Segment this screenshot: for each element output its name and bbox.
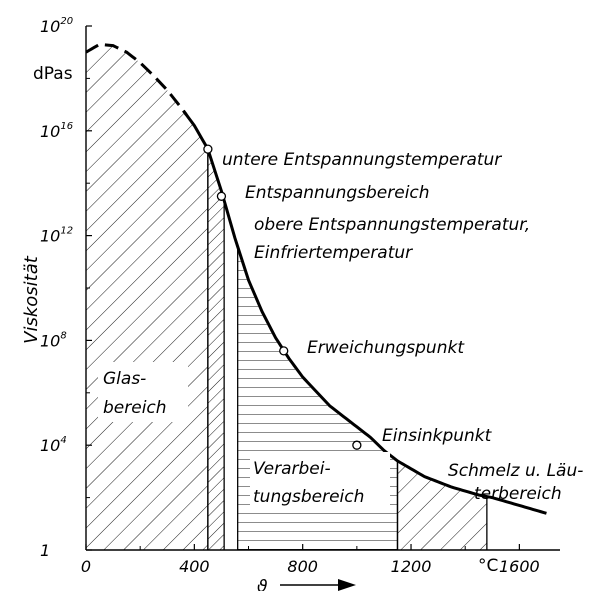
point-marker-2 — [279, 346, 289, 356]
verarbeitung-line1: Verarbei- — [253, 459, 331, 479]
label-schmelzbereich: Schmelz u. Läu- terbereich — [448, 461, 583, 504]
label-erweichungspunkt: Erweichungspunkt — [307, 338, 465, 358]
y-tick-label-2: 108 — [40, 330, 67, 350]
curve-solid-part — [182, 109, 547, 515]
region-glass — [86, 44, 208, 550]
x-tick-label-800: 800 — [287, 557, 318, 576]
label-verarbeitungsbereich: Verarbei- tungsbereich — [250, 452, 390, 512]
verarbeitung-line2: tungsbereich — [253, 487, 364, 507]
label-untere: untere Entspannungstemperatur — [222, 150, 502, 170]
point-marker-1 — [216, 191, 227, 201]
x-unit-label: °C — [478, 556, 498, 576]
x-symbol: ϑ — [257, 577, 268, 591]
point-marker-0 — [203, 144, 213, 154]
label-obere: obere Entspannungstemperatur, — [254, 215, 530, 235]
x-tick-label-1600: 1600 — [499, 557, 540, 576]
y-tick-label-4: 1016 — [40, 121, 73, 141]
region-relaxation — [207, 149, 225, 550]
y-unit-label: dPas — [33, 64, 73, 84]
glas-line2: bereich — [103, 398, 167, 418]
x-tick-label-0: 0 — [81, 557, 91, 576]
y-tick-label-5: 1020 — [40, 16, 73, 36]
point-markers — [203, 144, 362, 450]
glas-line1: Glas- — [103, 369, 146, 389]
x-tick-label-1200: 1200 — [391, 557, 432, 576]
label-einsinkpunkt: Einsinkpunkt — [382, 426, 493, 446]
region-melting — [397, 460, 487, 550]
label-entspannungsbereich: Entspannungsbereich — [245, 183, 430, 203]
schmelz-line1: Schmelz u. Läu- — [448, 461, 583, 481]
viscosity-curve — [85, 42, 547, 515]
y-tick-label-0: 1 — [40, 541, 50, 560]
x-arrow — [280, 579, 356, 591]
y-axis-label: Viskosität — [21, 255, 42, 344]
x-tick-label-400: 400 — [179, 557, 210, 576]
y-tick-label-1: 104 — [40, 435, 67, 455]
label-glasbereich: Glas- bereich — [98, 362, 188, 422]
label-einfriertemperatur: Einfriertemperatur — [254, 243, 413, 263]
y-tick-label-3: 1012 — [40, 226, 73, 246]
point-marker-3 — [352, 440, 362, 450]
schmelz-line2: terbereich — [474, 484, 562, 504]
tick-labels: 0 400 800 1200 1600 1 104 108 1012 1016 1020 — [40, 16, 540, 576]
